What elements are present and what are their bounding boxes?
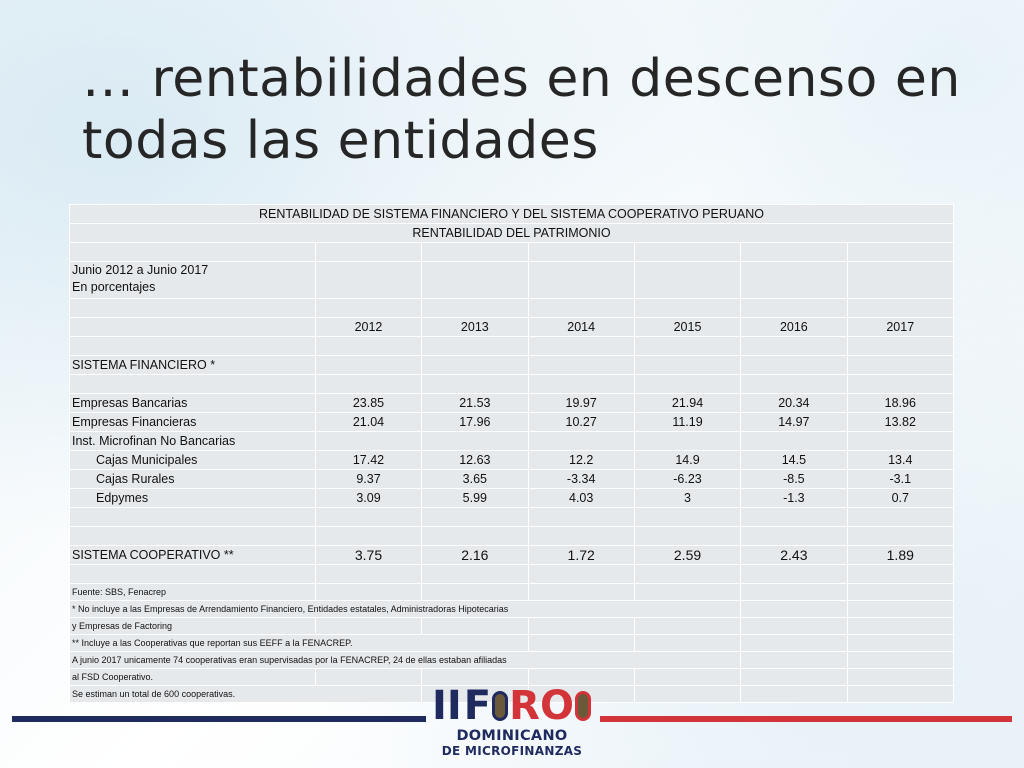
cell-value: -8.5 — [740, 469, 848, 489]
note-row: * No incluye a las Empresas de Arrendami… — [68, 600, 955, 618]
table-header-title: RENTABILIDAD DE SISTEMA FINANCIERO Y DEL… — [69, 204, 954, 224]
spacer-row — [69, 374, 955, 394]
cell-value: 9.37 — [314, 469, 423, 489]
cell-value: 12.63 — [421, 450, 529, 470]
cell-value: 3.75 — [314, 545, 423, 565]
cell-value: 21.94 — [633, 393, 742, 413]
logo-letter-f: F — [463, 683, 492, 729]
cell-value: 5.99 — [421, 488, 529, 508]
note-text: Fuente: SBS, Fenacrep — [69, 583, 316, 601]
cell-value: 3 — [633, 488, 742, 508]
note-row: Fuente: SBS, Fenacrep — [69, 583, 955, 601]
year-header: 2017 — [846, 317, 955, 337]
cell-value: 1.89 — [846, 545, 955, 565]
table-row: Empresas Bancarias 23.85 21.53 19.97 21.… — [69, 393, 955, 413]
note-row: Se estiman un total de 600 cooperativas. — [68, 685, 955, 703]
cell-value: 23.85 — [314, 393, 423, 413]
cell-value: 1.72 — [527, 545, 635, 565]
cell-value: 14.97 — [740, 412, 848, 432]
row-label: Empresas Financieras — [69, 412, 316, 432]
cell-value: 2.16 — [421, 545, 529, 565]
year-header: 2016 — [740, 317, 848, 337]
logo-photo-icon — [574, 691, 591, 721]
table-row: SISTEMA COOPERATIVO ** 3.75 2.16 1.72 2.… — [69, 545, 955, 565]
logo-letters-ro: RO — [509, 683, 574, 729]
row-label: Cajas Municipales — [69, 450, 316, 470]
note-text: y Empresas de Factoring — [69, 617, 316, 635]
cell-value: 20.34 — [740, 393, 848, 413]
year-header: 2013 — [421, 317, 529, 337]
spacer-row — [69, 564, 955, 584]
table-row: Inst. Microfinan No Bancarias — [69, 431, 955, 451]
note-text: Se estiman un total de 600 cooperativas. — [68, 685, 423, 703]
cell-value: 21.04 — [314, 412, 423, 432]
cell-value: -1.3 — [740, 488, 848, 508]
slide-title: … rentabilidades en descenso en todas la… — [82, 49, 961, 171]
table-header-subtitle: RENTABILIDAD DEL PATRIMONIO — [69, 223, 954, 243]
table-row: Edpymes 3.09 5.99 4.03 3 -1.3 0.7 — [69, 488, 955, 508]
cell-value: -3.1 — [846, 469, 955, 489]
note-text: ** Incluye a las Cooperativas que report… — [69, 634, 529, 652]
logo-line-microfinanzas: DE MICROFINANZAS — [441, 744, 583, 758]
cell-value: 12.2 — [527, 450, 635, 470]
cell-value: 13.82 — [846, 412, 955, 432]
period-text: Junio 2012 a Junio 2017 — [72, 263, 209, 277]
row-label: Cajas Rurales — [69, 469, 316, 489]
units-text: En porcentajes — [72, 280, 156, 294]
rentabilidad-table-container: RENTABILIDAD DE SISTEMA FINANCIERO Y DEL… — [68, 204, 955, 703]
spacer-row — [69, 336, 955, 356]
cell-value: 21.53 — [421, 393, 529, 413]
note-row: y Empresas de Factoring — [69, 617, 955, 635]
row-label-cooperativo: SISTEMA COOPERATIVO ** — [69, 545, 316, 565]
table-row: Cajas Municipales 17.42 12.63 12.2 14.9 … — [69, 450, 955, 470]
year-header: 2014 — [527, 317, 635, 337]
row-label: Inst. Microfinan No Bancarias — [69, 431, 316, 451]
section-financiero-label: SISTEMA FINANCIERO * — [69, 355, 316, 375]
logo-wordmark: II F RO — [432, 684, 592, 728]
logo-roman-numeral: II — [432, 683, 462, 729]
spacer-row — [69, 242, 955, 262]
cell-value: 19.97 — [527, 393, 635, 413]
foro-logo: II F RO DOMINICANO DE MICROFINANZAS — [432, 684, 592, 762]
cell-value: -3.34 — [527, 469, 635, 489]
cell-value: 2.59 — [633, 545, 742, 565]
footer-navy-stripe — [12, 716, 426, 722]
note-text: * No incluye a las Empresas de Arrendami… — [68, 600, 742, 618]
cell-value: 17.42 — [314, 450, 423, 470]
note-row: ** Incluye a las Cooperativas que report… — [69, 634, 955, 652]
note-row: al FSD Cooperativo. — [69, 668, 955, 686]
note-text: al FSD Cooperativo. — [69, 668, 316, 686]
row-label: Empresas Bancarias — [69, 393, 316, 413]
period-label: Junio 2012 a Junio 2017 En porcentajes — [69, 261, 316, 299]
cell-value: 10.27 — [527, 412, 635, 432]
cell-value: 2.43 — [740, 545, 848, 565]
note-text: A junio 2017 unicamente 74 cooperativas … — [68, 651, 742, 669]
year-header: 2015 — [633, 317, 742, 337]
year-header-row: 2012 2013 2014 2015 2016 2017 — [69, 317, 955, 337]
footer-red-stripe — [600, 716, 1012, 722]
section-row: SISTEMA FINANCIERO * — [69, 355, 955, 375]
table-row: Cajas Rurales 9.37 3.65 -3.34 -6.23 -8.5… — [69, 469, 955, 489]
spacer-row — [69, 507, 955, 527]
cell-value: -6.23 — [633, 469, 742, 489]
cell-value: 3.09 — [314, 488, 423, 508]
cell-value: 18.96 — [846, 393, 955, 413]
note-row: A junio 2017 unicamente 74 cooperativas … — [68, 651, 955, 669]
cell-value: 11.19 — [633, 412, 742, 432]
cell-value: 0.7 — [846, 488, 955, 508]
cell-value: 17.96 — [421, 412, 529, 432]
row-label: Edpymes — [69, 488, 316, 508]
cell-value: 3.65 — [421, 469, 529, 489]
rentabilidad-table: RENTABILIDAD DE SISTEMA FINANCIERO Y DEL… — [68, 204, 955, 703]
logo-line-dominicano: DOMINICANO — [456, 728, 568, 744]
cell-value: 13.4 — [846, 450, 955, 470]
spacer-row — [69, 526, 955, 546]
cell-value: 14.9 — [633, 450, 742, 470]
table-row: Empresas Financieras 21.04 17.96 10.27 1… — [69, 412, 955, 432]
spacer-row — [69, 298, 955, 318]
year-header: 2012 — [314, 317, 423, 337]
cell-value: 14.5 — [740, 450, 848, 470]
logo-photo-icon — [492, 691, 509, 721]
cell-value: 4.03 — [527, 488, 635, 508]
